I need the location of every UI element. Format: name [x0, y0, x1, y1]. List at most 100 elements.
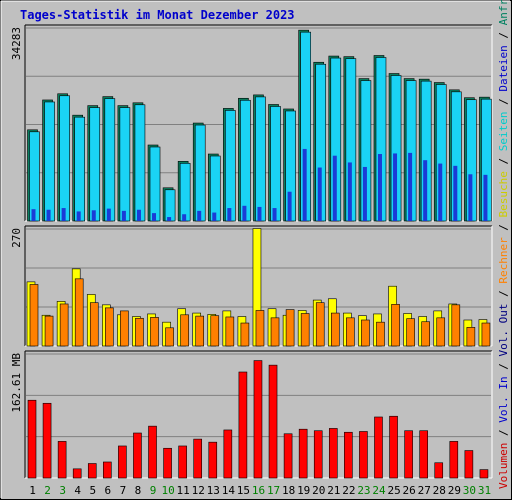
bar-dateien-day-17 — [270, 106, 281, 222]
bar-seiten-day-22 — [347, 162, 352, 221]
bar-rechner-day-26 — [406, 318, 415, 347]
bar-volumen-day-5 — [87, 463, 97, 479]
bar-dateien-day-13 — [209, 155, 221, 222]
bar-rechner-day-21 — [330, 312, 340, 347]
day-label-21: 21 — [327, 484, 340, 497]
legend-besuche: Besuche — [497, 171, 510, 217]
panel-volume — [24, 350, 493, 479]
bar-seiten-day-6 — [106, 208, 111, 221]
legend-anfragen: Anfragen — [497, 0, 510, 25]
day-label-17: 17 — [267, 484, 280, 497]
day-label-25: 25 — [387, 484, 400, 497]
bar-rechner-day-16 — [255, 310, 265, 347]
bar-seiten-day-10 — [167, 217, 172, 221]
bar-volumen-day-24 — [374, 416, 383, 479]
bar-volumen-day-30 — [464, 450, 474, 479]
bar-volumen-day-10 — [163, 447, 172, 479]
day-label-31: 31 — [478, 484, 491, 497]
bar-seiten-day-21 — [332, 155, 337, 221]
bar-seiten-day-31 — [483, 174, 488, 221]
bar-seiten-day-19 — [302, 148, 307, 221]
day-label-5: 5 — [89, 484, 96, 497]
bar-volumen-day-13 — [208, 441, 218, 479]
day-label-10: 10 — [161, 484, 174, 497]
bar-seiten-day-7 — [121, 210, 126, 221]
bar-seiten-day-23 — [362, 166, 367, 221]
day-label-2: 2 — [44, 484, 51, 497]
bar-volumen-day-3 — [57, 441, 67, 479]
bar-rechner-day-14 — [225, 316, 235, 347]
bar-dateien-day-3 — [59, 95, 70, 222]
bar-seiten-day-28 — [438, 163, 443, 221]
day-labels: 1 2 3 4 5 6 7 8 9 10 11 12 13 14 15 16 17 18 19 20 21 22 23 24 2… — [29, 484, 491, 497]
bar-seiten-day-18 — [287, 191, 292, 221]
bar-rechner-day-1 — [29, 284, 39, 347]
bar-dateien-day-2 — [44, 101, 55, 222]
day-label-7: 7 — [120, 484, 127, 497]
legend-vol_in: Vol. In — [497, 376, 510, 422]
bar-seiten-day-8 — [136, 209, 141, 221]
bar-volumen-day-7 — [118, 445, 127, 479]
bar-seiten-day-15 — [242, 205, 247, 221]
legend-seiten: Seiten — [497, 111, 510, 151]
bar-dateien-day-6 — [104, 98, 116, 222]
day-label-18: 18 — [282, 484, 295, 497]
bar-seiten-day-17 — [272, 208, 277, 221]
bar-volumen-day-9 — [148, 425, 157, 479]
legend-vol_out: Vol. Out — [497, 304, 510, 357]
bar-dateien-day-1 — [29, 131, 40, 222]
bar-seiten-day-26 — [408, 152, 413, 221]
day-label-16: 16 — [252, 484, 265, 497]
bar-seiten-day-13 — [212, 212, 217, 221]
bar-volumen-day-29 — [449, 441, 459, 479]
day-label-28: 28 — [433, 484, 446, 497]
y-max-label-volume: 162.61 MB — [10, 353, 23, 413]
legend-dateien: Dateien — [497, 45, 510, 91]
bar-rechner-day-22 — [346, 317, 355, 347]
y-max-labels: 34283 270 162.61 MB — [10, 27, 23, 413]
bar-dateien-day-9 — [149, 146, 161, 222]
bar-dateien-day-12 — [194, 124, 206, 222]
bar-rechner-day-18 — [285, 309, 295, 347]
bar-seiten-day-11 — [182, 214, 187, 221]
bar-rechner-day-2 — [44, 315, 54, 347]
bar-rechner-day-8 — [135, 317, 144, 347]
bar-rechner-day-20 — [315, 302, 325, 347]
day-label-12: 12 — [192, 484, 205, 497]
bar-dateien-day-15 — [240, 99, 251, 222]
day-label-30: 30 — [463, 484, 476, 497]
bar-seiten-day-25 — [393, 153, 398, 221]
bar-volumen-day-11 — [178, 445, 187, 479]
bar-volumen-day-17 — [268, 364, 278, 479]
bar-volumen-day-1 — [27, 399, 37, 479]
bar-volumen-day-4 — [72, 468, 82, 479]
bar-rechner-day-10 — [165, 327, 174, 347]
day-label-24: 24 — [372, 484, 386, 497]
day-label-15: 15 — [237, 484, 250, 497]
bar-rechner-day-28 — [436, 317, 446, 347]
day-label-22: 22 — [342, 484, 355, 497]
bar-rechner-day-27 — [421, 321, 430, 347]
bar-seiten-day-2 — [46, 209, 51, 221]
day-label-11: 11 — [177, 484, 190, 497]
bar-seiten-day-3 — [61, 208, 66, 221]
bar-rechner-day-3 — [59, 303, 69, 347]
bar-dateien-day-14 — [225, 110, 236, 222]
bar-volumen-day-23 — [359, 431, 368, 479]
bar-dateien-day-8 — [134, 104, 146, 222]
legend-separator: / — [497, 92, 510, 112]
bar-volumen-day-20 — [313, 430, 323, 479]
day-label-29: 29 — [448, 484, 461, 497]
bar-rechner-day-15 — [240, 322, 250, 347]
bar-volumen-day-27 — [419, 430, 428, 479]
y-max-label-hits: 34283 — [10, 27, 23, 60]
bar-seiten-day-27 — [423, 160, 428, 221]
bar-dateien-day-16 — [255, 96, 266, 222]
bar-dateien-day-5 — [89, 107, 101, 222]
legend-separator: / — [497, 25, 510, 45]
bar-dateien-day-10 — [164, 189, 176, 222]
bar-volumen-day-6 — [103, 461, 112, 479]
bar-rechner-day-6 — [105, 307, 114, 347]
bar-seiten-day-30 — [468, 174, 473, 221]
